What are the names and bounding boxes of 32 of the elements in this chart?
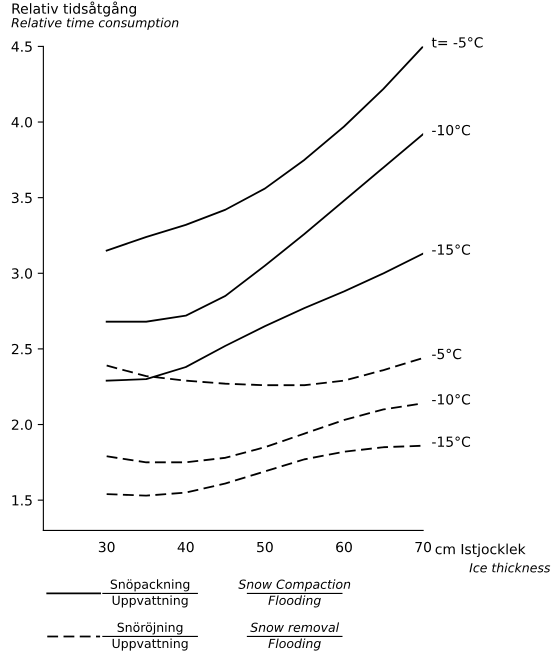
y-tick-label: 2.0	[12, 419, 32, 430]
text: Uppvattning	[112, 638, 188, 651]
y-axis-title: Relativ tidsåtgång Relative time consumption	[11, 1, 178, 30]
y-tick-label: 4.5	[12, 42, 32, 52]
x-axis-title: cm Istjocklek Ice thickness	[436, 544, 550, 572]
x-tick-label: 50	[257, 542, 273, 552]
text: Uppvattning	[112, 595, 188, 608]
text: Snöröjning	[118, 622, 182, 634]
series-label: -10°C	[432, 394, 470, 405]
text: Snöpackning	[110, 579, 190, 592]
x-tick-label: 70	[415, 542, 432, 552]
y-tick-label: 3.5	[12, 192, 32, 204]
y-tick-label: 1.5	[12, 495, 32, 506]
x-tick-label: 30	[98, 542, 115, 552]
series-label: -15°C	[432, 436, 470, 447]
line-series	[106, 252, 424, 382]
line-series	[106, 46, 424, 252]
line-series	[106, 444, 424, 497]
x-tick-label: 40	[178, 542, 194, 552]
series-label: -10°C	[432, 124, 470, 136]
y-tick-label: 3.0	[12, 268, 32, 279]
y-tick-label: 4.0	[12, 117, 32, 128]
series-label: -15°C	[432, 244, 470, 255]
y-tick-label: 2.5	[12, 344, 32, 354]
line-series	[106, 133, 424, 323]
x-tick-label: 60	[336, 542, 352, 552]
text: Snow Compaction	[238, 579, 350, 592]
series-label: t= -5°C	[432, 37, 483, 48]
series-label: -5°C	[432, 348, 462, 360]
text: Flooding	[268, 638, 321, 651]
text: Snow removal	[250, 622, 340, 632]
text: Flooding	[268, 595, 321, 608]
